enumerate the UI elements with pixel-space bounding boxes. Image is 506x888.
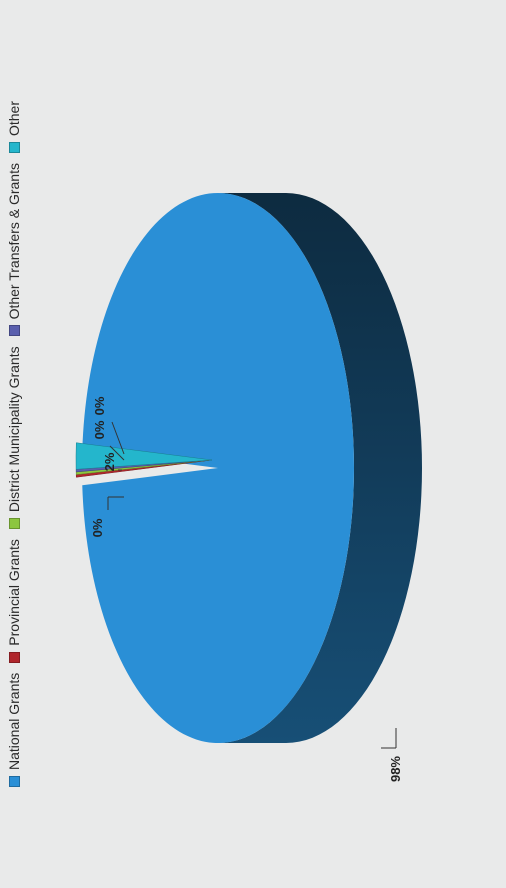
data-label: 0% — [90, 518, 105, 537]
leader-line — [109, 445, 125, 461]
pie-slice-other — [75, 442, 213, 470]
data-label: 0% — [92, 420, 107, 439]
pie-slice-side-national-grants — [218, 193, 422, 743]
data-label: 0% — [92, 396, 107, 415]
data-label: 2% — [102, 452, 117, 471]
leader-line — [111, 421, 125, 455]
pie-slice-national-grants — [82, 193, 354, 743]
data-label: 98% — [388, 756, 403, 782]
